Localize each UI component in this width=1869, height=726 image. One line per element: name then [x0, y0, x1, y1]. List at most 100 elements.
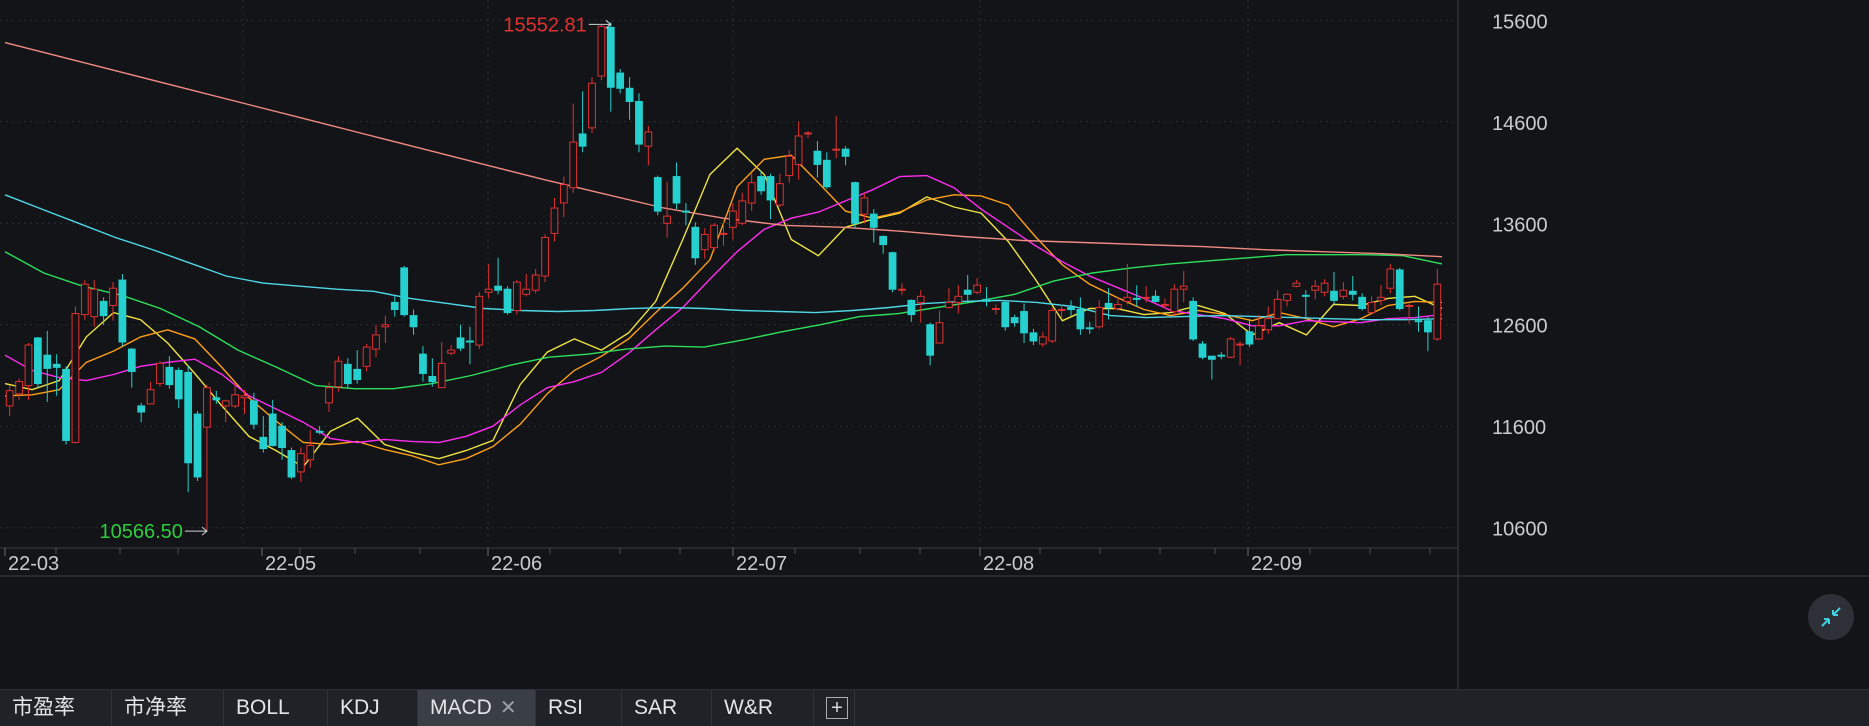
- candle: [1245, 318, 1254, 348]
- candle-body: [1010, 317, 1019, 324]
- tab-pe-ratio[interactable]: 市盈率: [0, 690, 112, 726]
- candle: [794, 121, 803, 180]
- indicator-tab-bar: 市盈率 市净率 BOLL KDJ MACD ✕ RSI SAR W&R +: [0, 689, 1869, 726]
- candle: [804, 130, 812, 139]
- candle-body: [494, 285, 502, 291]
- candle-body: [738, 200, 747, 224]
- candle-body: [775, 183, 784, 206]
- candle: [569, 103, 578, 193]
- candle: [1264, 306, 1273, 334]
- candle-body: [1048, 310, 1057, 342]
- candle: [240, 389, 249, 415]
- candle: [1123, 263, 1132, 305]
- candle-body: [1142, 296, 1151, 299]
- candle: [165, 356, 174, 389]
- candle: [935, 310, 944, 344]
- tab-macd[interactable]: MACD ✕: [418, 690, 536, 726]
- max-arrow: [588, 19, 612, 29]
- min-value-label: 10566.50: [100, 521, 183, 543]
- candle-body: [1245, 331, 1254, 345]
- candle: [1301, 290, 1310, 318]
- candle-body: [475, 295, 484, 346]
- candle-body: [1095, 306, 1104, 328]
- tab-pb-ratio[interactable]: 市净率: [112, 690, 224, 726]
- candle-body: [250, 400, 258, 425]
- tab-wr[interactable]: W&R: [712, 690, 814, 726]
- candle: [466, 326, 474, 365]
- candle: [963, 275, 972, 301]
- zoom-toggle-button[interactable]: [1808, 594, 1854, 640]
- candle: [1170, 284, 1179, 316]
- candle: [174, 367, 183, 408]
- candle: [372, 324, 380, 358]
- tab-label: MACD: [430, 696, 492, 719]
- candle-body: [1292, 282, 1301, 287]
- candle-body: [43, 354, 52, 369]
- candle: [400, 265, 409, 317]
- candle-body: [1057, 309, 1066, 312]
- candle-body: [832, 148, 841, 151]
- candle-body: [80, 283, 89, 316]
- candle-body: [1433, 283, 1442, 340]
- candle: [456, 324, 465, 352]
- candle: [146, 381, 155, 405]
- candle-body: [719, 232, 728, 235]
- candle-body: [963, 289, 972, 295]
- candle-body: [916, 295, 925, 303]
- x-tick-label: 22-05: [265, 553, 316, 575]
- candle: [315, 426, 324, 435]
- ma-line: [4, 194, 1443, 321]
- candle: [90, 280, 99, 327]
- candle-body: [1226, 338, 1235, 358]
- candle-body: [296, 453, 305, 473]
- candle: [653, 175, 662, 216]
- candle: [1198, 340, 1207, 360]
- candle-body: [278, 425, 286, 449]
- candle-body: [644, 131, 653, 147]
- candle-body: [325, 387, 333, 404]
- candle-body: [118, 279, 127, 343]
- candle: [1217, 352, 1226, 360]
- candle: [1104, 288, 1113, 320]
- candle: [99, 297, 108, 325]
- add-indicator-button[interactable]: +: [820, 690, 855, 726]
- candle: [1020, 303, 1028, 344]
- candle-body: [616, 72, 625, 89]
- candle: [1254, 314, 1263, 340]
- candle: [259, 416, 268, 453]
- tab-kdj[interactable]: KDJ: [328, 690, 418, 726]
- candle-body: [400, 267, 409, 316]
- candle-body: [184, 371, 193, 464]
- candle-body: [156, 362, 164, 385]
- candle: [916, 290, 925, 323]
- tab-rsi[interactable]: RSI: [536, 690, 622, 726]
- candle: [550, 197, 559, 242]
- candle-body: [578, 133, 587, 147]
- candle-body: [1348, 290, 1357, 295]
- candle: [250, 392, 258, 430]
- candle: [447, 345, 456, 356]
- candle: [832, 115, 841, 159]
- candle: [287, 447, 296, 479]
- candle: [635, 93, 643, 153]
- candle-body: [1386, 268, 1395, 289]
- extreme-annotations: 15552.81 10566.50: [100, 14, 612, 543]
- close-icon[interactable]: ✕: [499, 697, 517, 719]
- candle: [1348, 276, 1357, 301]
- candle-body: [1330, 290, 1338, 301]
- candle: [184, 365, 193, 493]
- candle: [766, 173, 775, 220]
- candle-body: [212, 397, 221, 401]
- candle: [193, 411, 202, 482]
- candle-body: [1038, 336, 1047, 345]
- candle-body: [663, 215, 672, 224]
- candle-body: [766, 176, 775, 201]
- candle-body: [484, 288, 493, 293]
- candle: [663, 181, 672, 238]
- tab-sar[interactable]: SAR: [622, 690, 712, 726]
- candle-body: [569, 141, 578, 189]
- candle: [531, 268, 540, 294]
- candle-body: [1132, 297, 1141, 300]
- tab-boll[interactable]: BOLL: [224, 690, 328, 726]
